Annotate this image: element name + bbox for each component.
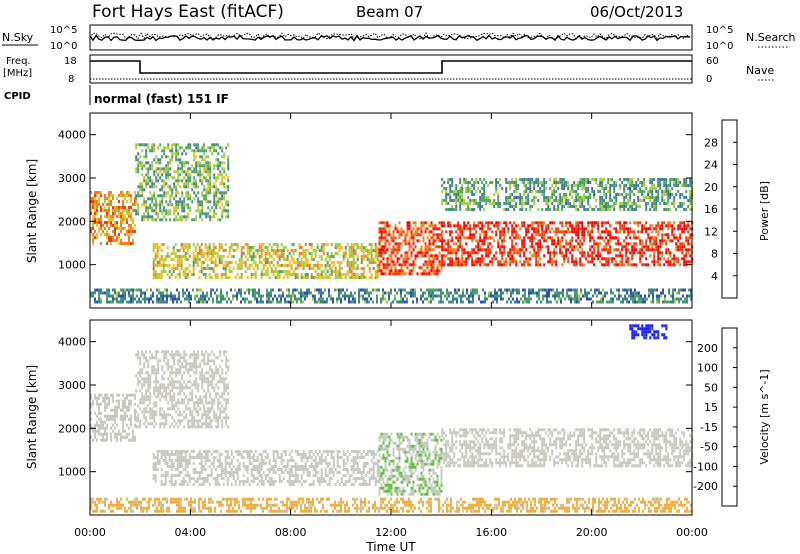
power-colorbar-label: Power [dB] (758, 181, 771, 241)
power-axes: 1000 2000 3000 4000 (58, 113, 693, 308)
velocity-axes: 1000 2000 3000 4000 (58, 320, 693, 515)
scatter-region (152, 243, 379, 279)
x-tick-label: 00:00 (74, 526, 106, 539)
power-colorbar: 4 8 12 16 20 24 28 (704, 119, 738, 299)
colorbar-tick-label: -200 (693, 480, 718, 493)
cpid-label: CPID (4, 91, 31, 102)
x-tick-label: 00:00 (676, 526, 708, 539)
x-tick-label: 12:00 (375, 526, 407, 539)
scatter-region (378, 432, 443, 496)
y-tick-label: 2000 (58, 422, 86, 435)
x-tick-label: 08:00 (275, 526, 307, 539)
nsearch-trace (89, 32, 691, 40)
date-title: 06/Oct/2013 (590, 3, 683, 21)
freq-panel-frame (89, 54, 693, 84)
nsky-trace (89, 34, 691, 42)
colorbar-tick-label: -15 (700, 421, 718, 434)
colorbar-tick-label: -100 (693, 460, 718, 473)
scatter-region (135, 143, 230, 222)
scatter-region (90, 288, 692, 304)
scatter-region (90, 393, 136, 442)
freq-tick-bottom: 8 (68, 74, 74, 85)
nsearch-tick-top: 10^5 (706, 25, 733, 36)
cpid-value: normal (fast) 151 IF (94, 92, 229, 106)
scatter-region (441, 178, 694, 211)
scatter-region (629, 324, 668, 340)
velocity-heatmap-cells (90, 324, 694, 513)
nsky-label: N.Sky (2, 31, 34, 44)
colorbar-tick-label: 28 (704, 136, 718, 149)
velocity-colorbar-label: Velocity [m s^-1] (758, 369, 771, 464)
nsearch-label: N.Search (746, 31, 796, 44)
colorbar-tick-label: -50 (700, 441, 718, 454)
power-heatmap-cells (90, 143, 694, 304)
x-tick-labels: 00:00 04:00 08:00 12:00 16:00 20:00 00:00 (74, 526, 708, 539)
colorbar-tick-label: 100 (697, 362, 718, 375)
x-tick-label: 04:00 (174, 526, 206, 539)
colorbar-tick-label: 4 (711, 270, 718, 283)
scatter-region (135, 350, 230, 429)
nave-tick-top: 60 (706, 56, 719, 67)
scatter-region (441, 221, 694, 267)
nave-label: Nave (746, 64, 774, 77)
freq-trace (90, 60, 692, 74)
x-tick-label: 20:00 (576, 526, 608, 539)
freq-label-line2: [MHz] (3, 68, 32, 79)
colorbar-tick-label: 12 (704, 225, 718, 238)
colorbar-tick-label: 16 (704, 203, 718, 216)
nave-tick-bottom: 0 (706, 74, 712, 85)
colorbar-tick-label: 8 (711, 248, 718, 261)
velocity-ylabel: Slant Range [km] (25, 365, 39, 469)
station-title: Fort Hays East (fitACF) (92, 2, 284, 22)
freq-label-line1: Freq. (6, 56, 31, 67)
scatter-region (441, 428, 694, 468)
velocity-colorbar: 200 100 50 15 -15 -50 -100 -200 (693, 327, 738, 507)
scatter-region (378, 221, 443, 276)
power-ylabel: Slant Range [km] (25, 159, 39, 263)
colorbar-tick-label: 20 (704, 181, 718, 194)
scatter-region (152, 450, 379, 486)
nsearch-tick-bottom: 10^0 (706, 41, 733, 52)
scatter-region (90, 191, 136, 245)
colorbar-tick-label: 50 (704, 381, 718, 394)
scatter-region (90, 497, 692, 513)
freq-tick-top: 18 (64, 56, 77, 67)
colorbar-tick-label: 24 (704, 159, 718, 172)
colorbar-tick-label: 200 (697, 342, 718, 355)
x-axis-label: Time UT (365, 540, 416, 554)
colorbar-tick-label: 15 (704, 401, 718, 414)
beam-title: Beam 07 (356, 3, 423, 21)
y-tick-label: 3000 (58, 379, 86, 392)
y-tick-label: 1000 (58, 466, 86, 479)
nsky-tick-top: 10^5 (50, 25, 77, 36)
y-tick-label: 1000 (58, 259, 86, 272)
y-tick-label: 3000 (58, 172, 86, 185)
nsky-tick-bottom: 10^0 (50, 41, 77, 52)
y-tick-label: 4000 (58, 336, 86, 349)
x-tick-label: 16:00 (475, 526, 507, 539)
y-tick-label: 4000 (58, 129, 86, 142)
y-tick-label: 2000 (58, 215, 86, 228)
